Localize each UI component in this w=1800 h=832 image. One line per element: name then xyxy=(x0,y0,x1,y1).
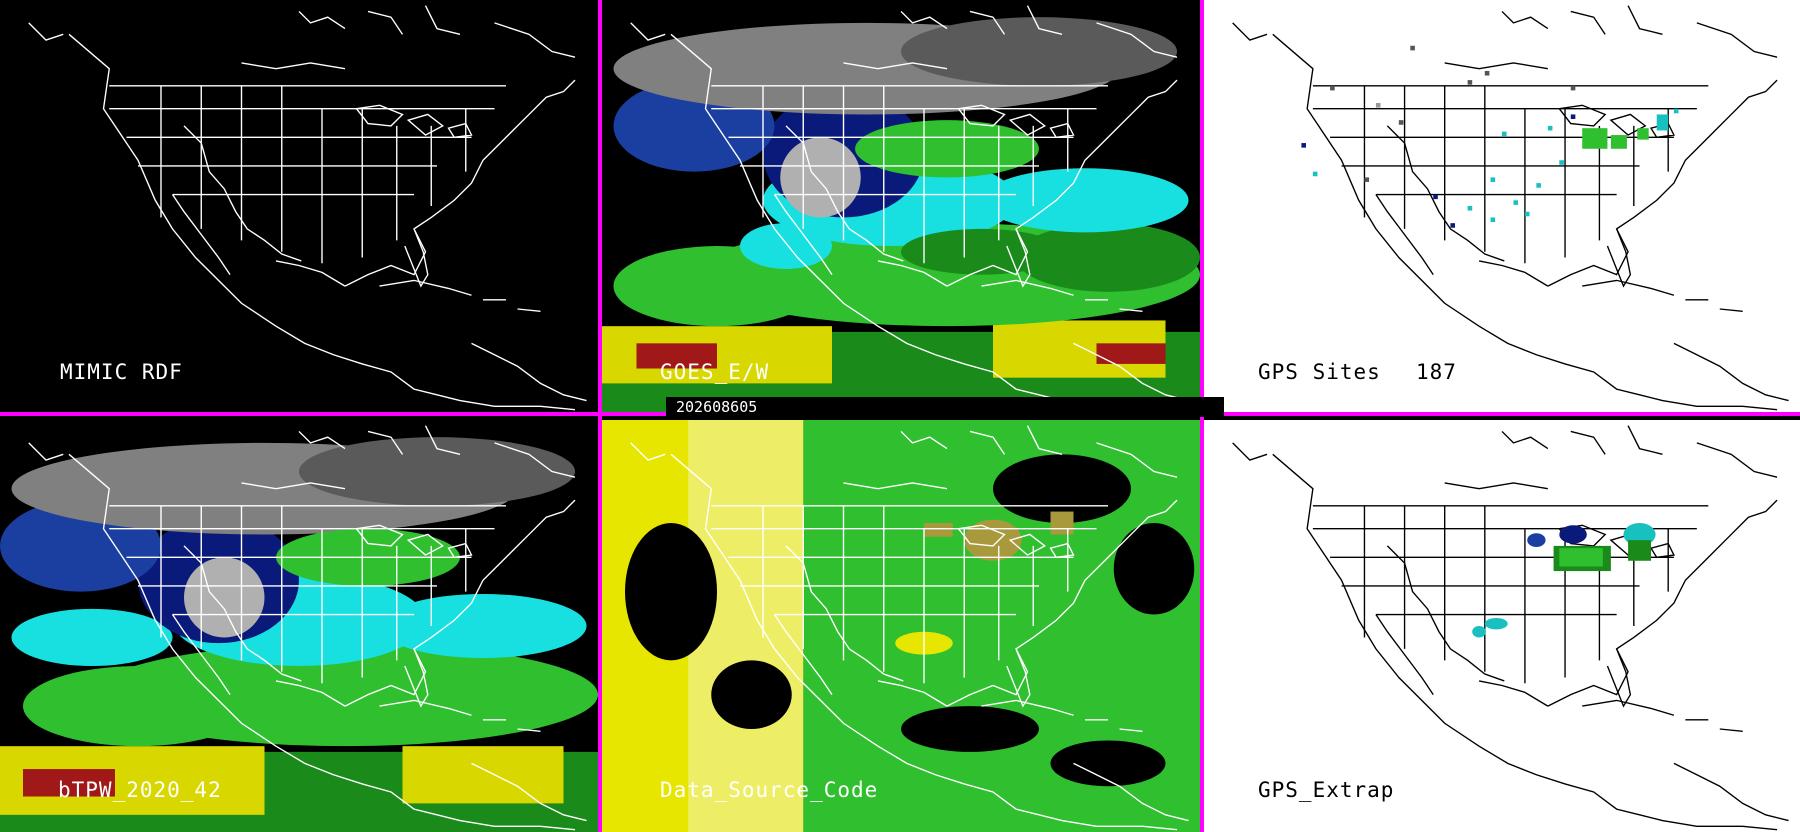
extrap-field xyxy=(1472,523,1656,638)
panel-data-source: Data_Source_Code xyxy=(602,420,1200,832)
panel-gps-sites: GPS Sites 187 xyxy=(1204,0,1800,412)
panel-label: Data_Source_Code xyxy=(660,778,879,802)
gps-extrap-map xyxy=(1231,425,1790,831)
divider-vertical-left xyxy=(598,0,602,832)
panel-gps-extrap: GPS_Extrap xyxy=(1204,420,1800,832)
timestamp-label: 202608605 xyxy=(666,397,1224,417)
tpw-imagery xyxy=(0,425,598,832)
site-count: 187 xyxy=(1416,360,1457,384)
panel-label: MIMIC RDF xyxy=(60,360,183,384)
panel-label: GPS Sites xyxy=(1258,360,1381,384)
panel-label: GPS_Extrap xyxy=(1258,778,1395,802)
panel-label: GOES_E/W xyxy=(660,360,770,384)
gps-site-markers xyxy=(1301,45,1679,228)
source-code-imagery xyxy=(602,420,1200,832)
tpw-imagery xyxy=(602,5,1200,412)
panel-mimic-rdf: MIMIC RDF xyxy=(0,0,598,412)
gps-site-map xyxy=(1231,5,1790,411)
panel-btpw: bTPW_2020_42 xyxy=(0,420,598,832)
panel-label: bTPW_2020_42 xyxy=(58,778,222,802)
panel-goes-ew: GOES_E/W xyxy=(602,0,1200,412)
map-outline xyxy=(28,5,588,411)
